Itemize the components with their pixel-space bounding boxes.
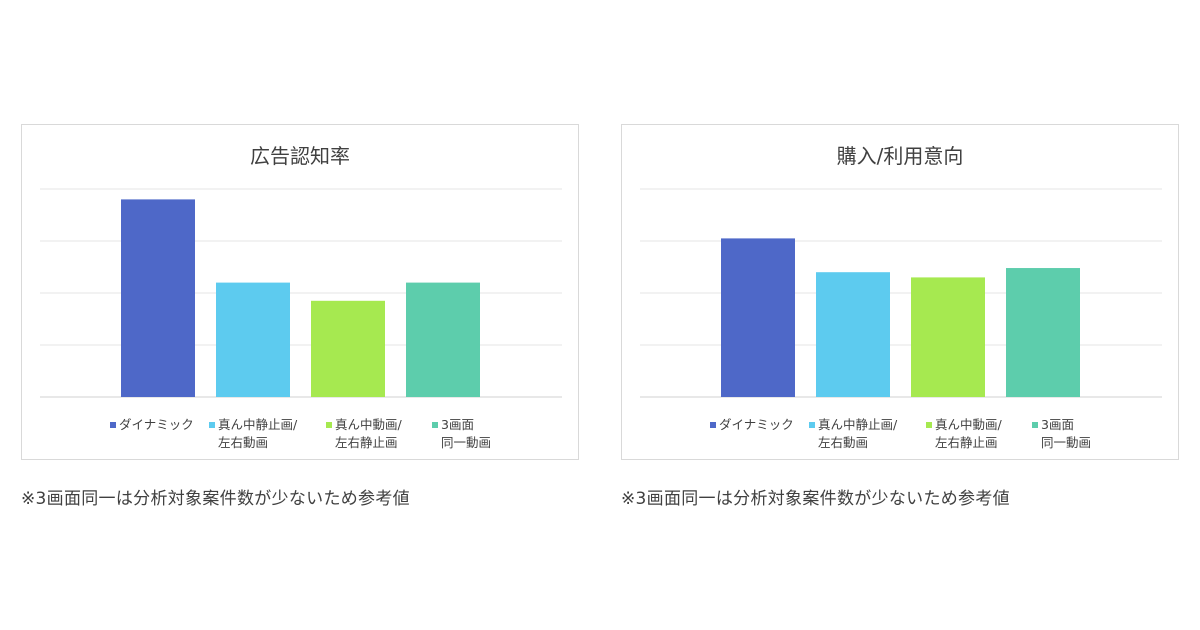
legend-label: ダイナミック (119, 417, 194, 432)
legend-label: 3画面 (441, 417, 474, 432)
legend-swatch (1032, 422, 1038, 428)
legend-label: 3画面 (1041, 417, 1074, 432)
legend-label: ダイナミック (719, 417, 794, 432)
bar-2 (216, 282, 290, 397)
legend-label: 真ん中静止画/ (218, 417, 298, 432)
legend-swatch (926, 422, 932, 428)
bar-3 (911, 277, 985, 397)
legend-label: 同一動画 (441, 435, 491, 450)
footnote-right: ※3画面同一は分析対象案件数が少ないため参考値 (621, 489, 1010, 509)
legend-label: 同一動画 (1041, 435, 1091, 450)
chart-title: 購入/利用意向 (837, 144, 964, 168)
chart-awareness: 広告認知率ダイナミック 真ん中静止画/左右動画 真ん中動画/左右静止画 3画面同一動画 (21, 124, 579, 460)
bar-2 (816, 272, 890, 397)
bar-1 (121, 199, 195, 397)
legend-label: 真ん中動画/ (335, 417, 403, 432)
legend-swatch (710, 422, 716, 428)
legend-swatch (326, 422, 332, 428)
legend-label: 真ん中動画/ (935, 417, 1003, 432)
chart-panel-purchase-intent: 購入/利用意向ダイナミック 真ん中静止画/左右動画 真ん中動画/左右静止画 3画面同一… (621, 124, 1179, 509)
bar-1 (721, 238, 795, 397)
bar-3 (311, 300, 385, 397)
chart-purchase-intent: 購入/利用意向ダイナミック 真ん中静止画/左右動画 真ん中動画/左右静止画 3画面同一… (621, 124, 1179, 460)
legend-swatch (110, 422, 116, 428)
legend-swatch (809, 422, 815, 428)
legend-label: 真ん中静止画/ (818, 417, 898, 432)
legend-label: 左右動画 (218, 435, 268, 450)
legend-label: 左右動画 (818, 435, 868, 450)
legend-label: 左右静止画 (335, 435, 398, 450)
legend-label: 左右静止画 (935, 435, 998, 450)
footnote-left: ※3画面同一は分析対象案件数が少ないため参考値 (21, 489, 410, 509)
bar-4 (1006, 268, 1080, 397)
chart-panel-awareness: 広告認知率ダイナミック 真ん中静止画/左右動画 真ん中動画/左右静止画 3画面同一動画… (21, 124, 579, 509)
chart-title: 広告認知率 (250, 144, 350, 168)
bar-4 (406, 282, 480, 397)
legend-swatch (432, 422, 438, 428)
legend-swatch (209, 422, 215, 428)
